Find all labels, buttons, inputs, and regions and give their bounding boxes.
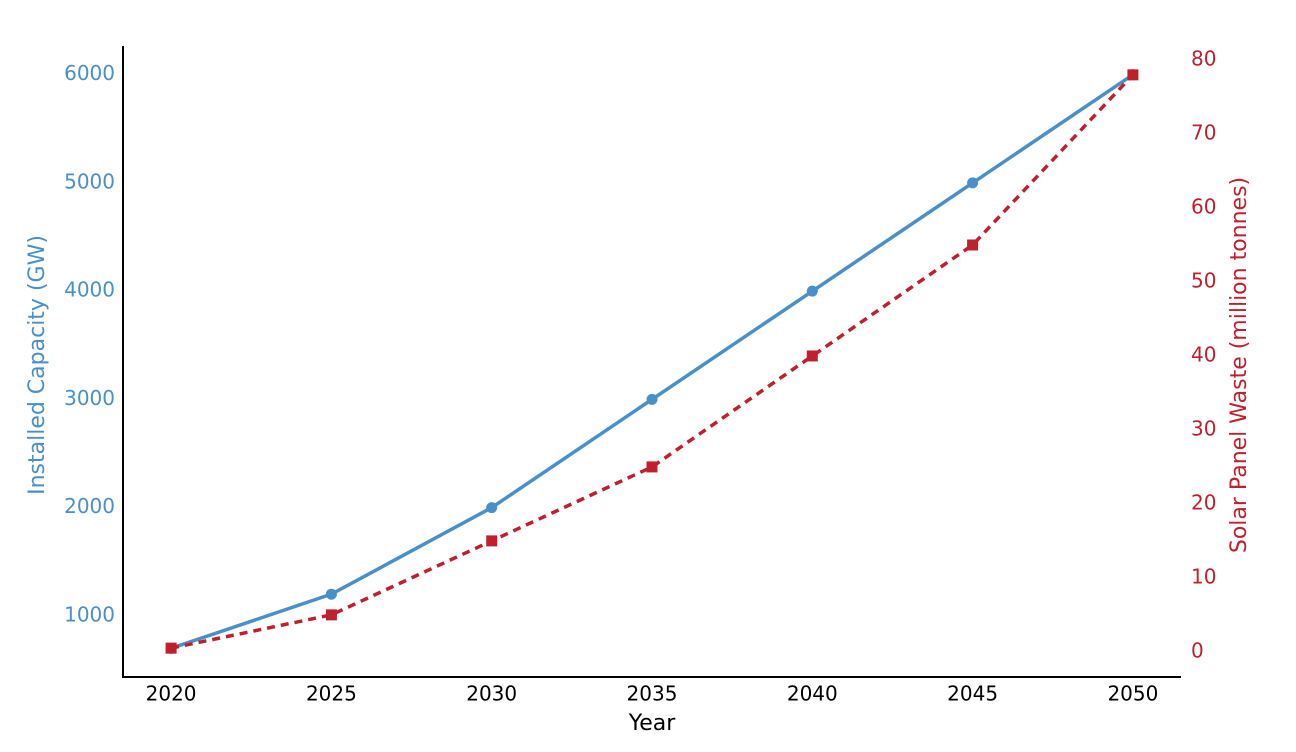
marker [1127,69,1139,81]
y2-tick-label: 10 [1191,564,1216,588]
marker [325,588,337,600]
x-tick-label: 2040 [787,682,838,706]
marker [486,502,498,514]
x-tick-label: 2020 [146,682,197,706]
y-tick-label: 5000 [64,169,115,193]
y-tick-label: 1000 [64,602,115,626]
x-tick-label: 2045 [947,682,998,706]
marker [967,239,979,251]
y2-tick-label: 0 [1191,638,1204,662]
marker [806,350,818,362]
y-tick-label: 2000 [64,494,115,518]
y-axis-label: Installed Capacity (GW) [25,235,50,495]
marker [646,393,658,405]
y-tick-label: 6000 [64,61,115,85]
x-axis-label: Year [628,711,677,736]
x-tick-label: 2025 [306,682,357,706]
x-tick-label: 2030 [466,682,517,706]
series-line [170,73,1135,650]
y2-tick-label: 20 [1191,490,1216,514]
marker [646,461,658,473]
marker [486,535,498,547]
x-tick-label: 2035 [627,682,678,706]
y2-tick-label: 60 [1191,195,1216,219]
series-line [170,73,1134,650]
y2-tick-label: 80 [1191,47,1216,71]
y2-tick-label: 40 [1191,342,1216,366]
y2-tick-label: 50 [1191,268,1216,292]
y2-tick-label: 30 [1191,416,1216,440]
marker [967,177,979,189]
y2-axis-label: Solar Panel Waste (million tonnes) [1227,177,1252,553]
y-tick-label: 4000 [64,278,115,302]
y-tick-label: 3000 [64,386,115,410]
y2-tick-label: 70 [1191,121,1216,145]
marker [806,285,818,297]
marker [325,609,337,621]
marker [165,642,177,654]
x-tick-label: 2050 [1107,682,1158,706]
